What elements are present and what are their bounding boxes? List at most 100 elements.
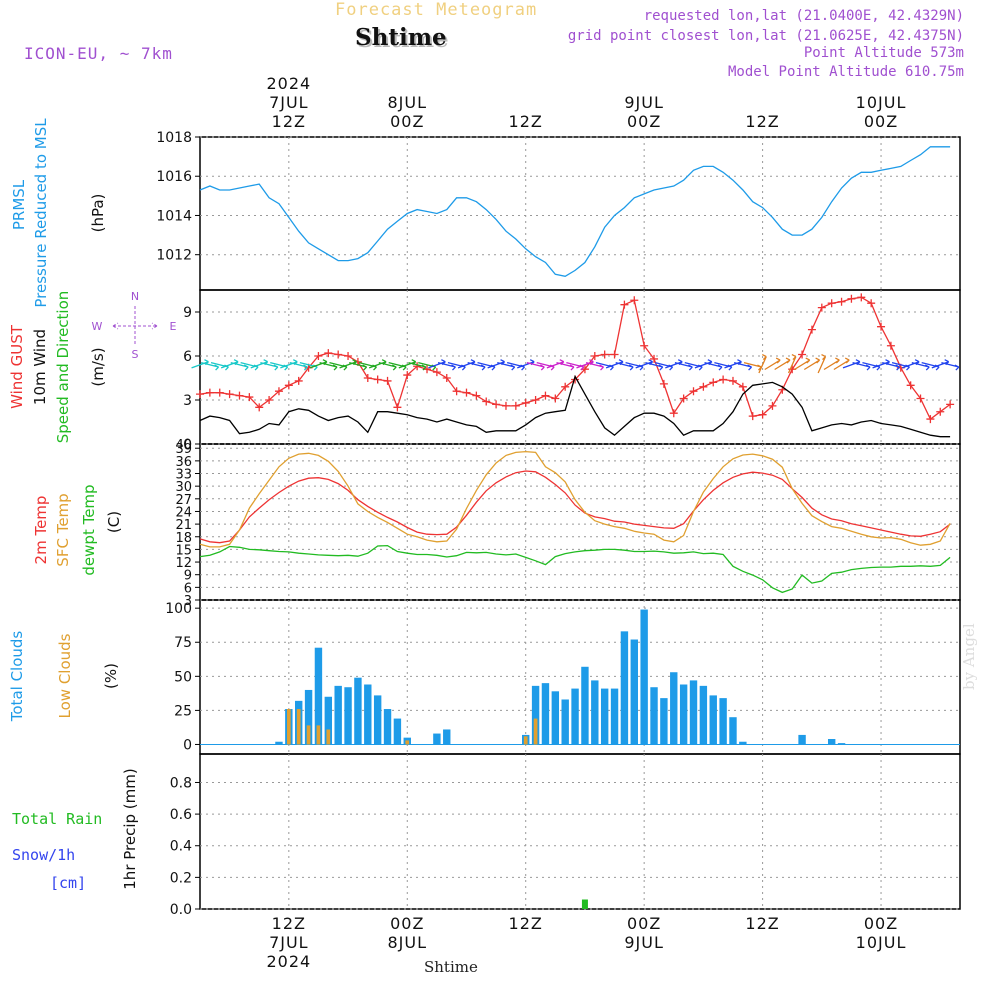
gust-marker	[877, 322, 886, 331]
wind-direction-arrow	[349, 361, 368, 371]
gust-marker	[679, 394, 688, 403]
wind-direction-arrow	[319, 361, 338, 371]
gust-marker	[659, 379, 668, 388]
total-clouds-label: Total Clouds	[8, 631, 26, 723]
compass-w: W	[92, 320, 103, 333]
gust-marker	[452, 387, 461, 396]
total-cloud-bar	[561, 699, 569, 745]
gust-marker	[798, 350, 807, 359]
compass-n: N	[131, 290, 139, 303]
ytick-label-temp: 12	[175, 556, 192, 571]
gust-marker	[541, 391, 550, 400]
gust-marker	[432, 368, 441, 377]
total-cloud-bar	[709, 695, 717, 745]
ytick-label-cloud: 25	[174, 703, 192, 719]
ytick-label-cloud: 100	[165, 601, 192, 617]
wind-direction-arrow	[289, 361, 308, 371]
total-cloud-bar	[531, 685, 540, 745]
total-cloud-bar	[827, 739, 836, 745]
ytick-label-temp: 30	[175, 480, 192, 495]
low-cloud-bar	[296, 709, 301, 745]
total-cloud-bar	[393, 718, 402, 745]
time-label-bottom: 10JUL	[856, 933, 907, 952]
wind-direction-arrow	[615, 361, 634, 371]
time-label-bottom: 00Z	[627, 914, 661, 933]
ytick-label-prec: 0.8	[170, 775, 192, 791]
total-cloud-bar	[699, 685, 708, 745]
wind-direction-arrow	[408, 361, 427, 371]
total-cloud-bar	[630, 639, 638, 745]
wind-direction-arrow	[674, 361, 693, 371]
wind-direction-arrow	[794, 357, 811, 371]
wind-direction-arrow	[911, 361, 930, 371]
gust-marker	[699, 382, 708, 391]
time-label-top: 8JUL	[388, 93, 428, 112]
time-label-top: 12Z	[272, 112, 306, 131]
total-cloud-bar	[314, 647, 323, 745]
gust-marker	[442, 374, 451, 382]
gust-marker	[413, 362, 422, 371]
low-cloud-bar	[316, 725, 321, 745]
total-cloud-bar	[304, 689, 313, 745]
ytick-label-prec: 0.0	[170, 902, 192, 918]
gust-marker	[906, 381, 915, 390]
dewpt-line	[199, 544, 951, 594]
time-label-bottom: 00Z	[864, 914, 898, 933]
total-cloud-bar	[670, 672, 678, 745]
total-cloud-bar	[334, 685, 342, 745]
sfc-temp-line	[199, 450, 951, 548]
gust-marker	[274, 387, 283, 396]
gust-marker	[294, 376, 303, 385]
gust-marker	[501, 401, 510, 410]
gust-marker	[610, 350, 619, 359]
gust-marker	[728, 376, 737, 385]
panel-frame-cloud	[199, 599, 961, 755]
gust-marker	[758, 410, 767, 419]
ytick-label-temp: 27	[175, 493, 192, 508]
dewpt-label: dewpt Temp	[80, 484, 98, 575]
gust-marker	[511, 401, 520, 410]
total-cloud-bar	[600, 688, 609, 745]
precip-unit: 1hr Precip (mm)	[121, 768, 139, 889]
total-cloud-bar	[344, 687, 352, 745]
wind-direction-arrow	[787, 354, 797, 374]
gust-marker	[284, 381, 293, 390]
ytick-label-wind: 3	[183, 393, 192, 409]
ytick-label-pres: 1016	[156, 169, 192, 185]
gust-marker	[245, 393, 254, 402]
wind-direction-arrow	[230, 361, 249, 371]
wind-direction-arrow	[260, 361, 279, 371]
time-label-bottom: 7JUL	[269, 933, 309, 952]
total-cloud-bar	[591, 680, 599, 745]
wind-direction-arrow	[817, 354, 827, 374]
gust-marker	[768, 401, 777, 410]
total-cloud-bar	[798, 734, 806, 745]
compass-rose-icon	[112, 306, 158, 346]
wind-direction-arrow	[774, 357, 791, 371]
ytick-label-wind: 6	[183, 349, 192, 365]
total-cloud-bar	[354, 677, 362, 745]
gust-marker	[689, 387, 698, 396]
panel-frame-prec	[199, 753, 961, 910]
gust-marker	[867, 299, 876, 308]
header-location: Shtime	[355, 24, 447, 51]
compass-e: E	[170, 320, 177, 333]
gust-marker	[324, 349, 333, 358]
wind-direction-arrow	[882, 361, 901, 371]
gust-marker	[314, 352, 323, 360]
total-cloud-bar	[364, 684, 372, 745]
ytick-label-wind: 0	[183, 437, 192, 453]
low-clouds-label: Low Clouds	[56, 633, 74, 718]
total-cloud-bar	[689, 680, 698, 745]
total-cloud-bar	[610, 688, 619, 745]
ytick-label-temp: 15	[175, 543, 192, 558]
gust-marker	[462, 388, 471, 397]
gust-marker	[235, 391, 244, 400]
snow-unit-label: [cm]	[50, 874, 86, 892]
gust-marker	[363, 374, 372, 382]
total-cloud-bar	[729, 717, 737, 745]
pressure-label-2: Pressure Reduced to MSL	[32, 118, 50, 308]
gust-marker	[817, 303, 826, 312]
total-cloud-bar	[373, 695, 382, 745]
